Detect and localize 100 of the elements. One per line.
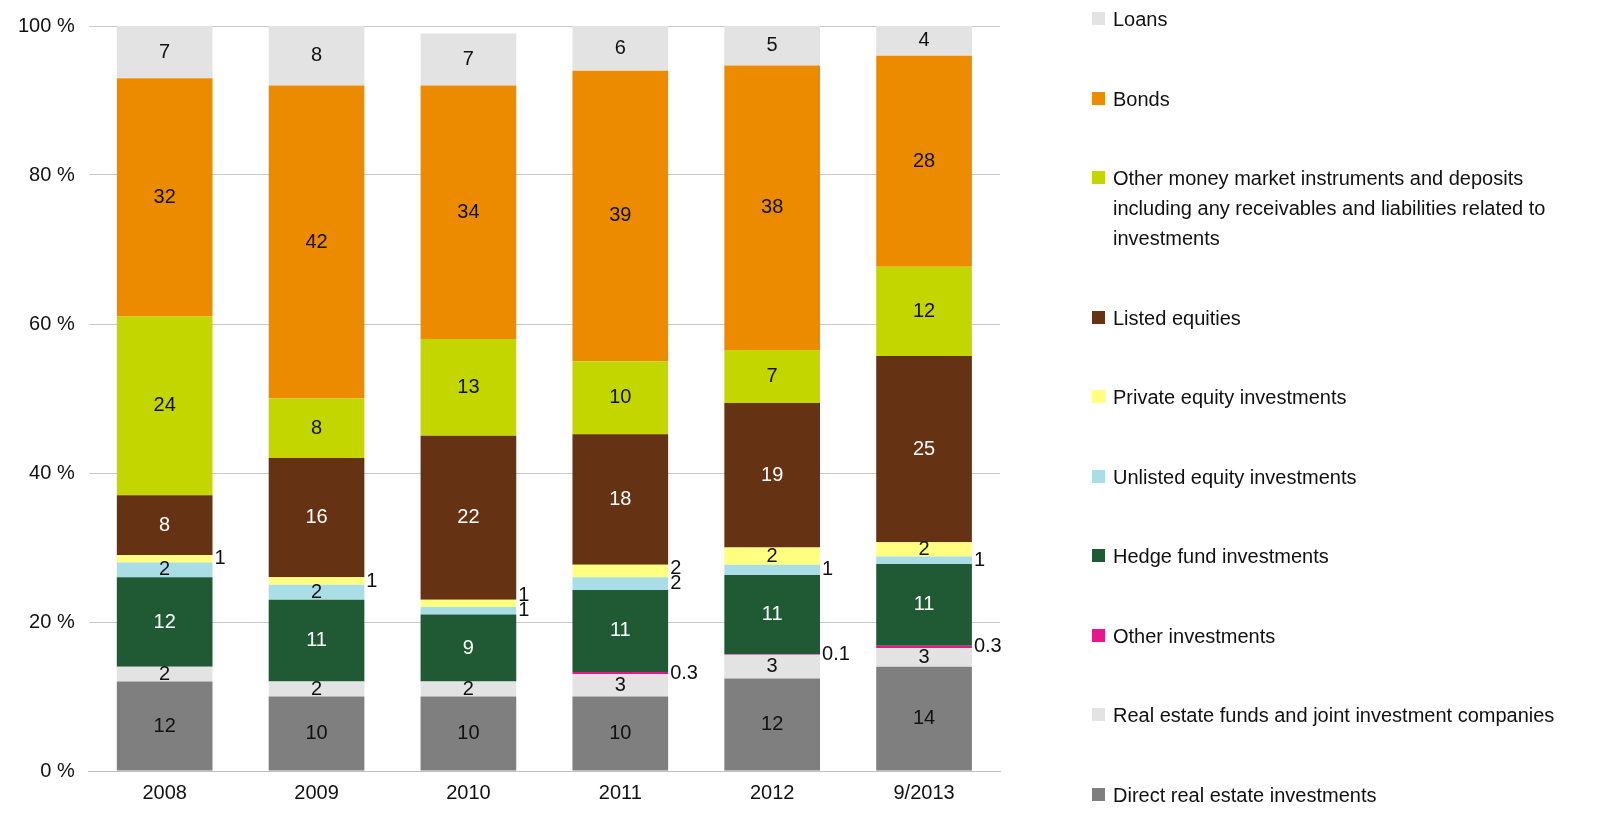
bar xyxy=(268,458,365,578)
bar xyxy=(116,681,213,771)
bar xyxy=(724,26,821,66)
x-tick-label: 2008 xyxy=(142,780,187,803)
data-label: 10 xyxy=(457,721,480,744)
data-label: 32 xyxy=(153,184,176,207)
data-label: 7 xyxy=(159,39,171,62)
bar xyxy=(420,607,517,615)
bar xyxy=(268,599,365,682)
data-label: 34 xyxy=(457,199,480,222)
bar xyxy=(724,654,821,679)
data-label: 2 xyxy=(159,557,171,580)
data-label: 11 xyxy=(306,628,327,651)
bar xyxy=(420,338,517,436)
legend-label: Private equity investments xyxy=(1113,385,1347,411)
legend-label: Unlisted equity investments xyxy=(1113,464,1357,490)
data-label: 3 xyxy=(614,672,626,695)
bar xyxy=(420,599,517,608)
x-tick-label: 9/2013 xyxy=(893,780,955,803)
bar xyxy=(876,356,972,543)
legend-label: Loans xyxy=(1113,7,1168,32)
bar xyxy=(268,85,365,399)
data-label: 14 xyxy=(912,706,936,729)
data-label: 6 xyxy=(614,35,626,58)
bar xyxy=(116,562,213,578)
bar xyxy=(724,678,821,771)
legend-label: Real estate funds and joint investment companies xyxy=(1113,703,1555,729)
data-label: 10 xyxy=(609,721,632,744)
data-label: 25 xyxy=(912,436,936,459)
bar xyxy=(724,350,821,403)
bar xyxy=(572,589,669,672)
bar xyxy=(420,435,517,600)
bar xyxy=(116,495,213,555)
bar xyxy=(876,55,972,267)
legend-label: Hedge fund investments xyxy=(1113,544,1329,570)
legend-label: Other investments xyxy=(1113,623,1276,649)
bar xyxy=(268,26,365,86)
data-label: 11 xyxy=(913,592,935,615)
data-label: 1 xyxy=(366,568,378,591)
bar xyxy=(268,681,365,697)
bar xyxy=(724,402,821,548)
bar xyxy=(724,65,821,351)
bar xyxy=(116,78,213,317)
data-label: 39 xyxy=(609,203,632,226)
bar xyxy=(876,563,972,646)
bar xyxy=(876,266,972,357)
bar xyxy=(876,645,972,649)
y-tick-label: 20 % xyxy=(29,609,75,632)
data-label: 22 xyxy=(457,505,480,528)
data-label: 10 xyxy=(609,385,632,408)
bar xyxy=(420,33,517,86)
bar xyxy=(876,556,972,564)
bar xyxy=(876,26,972,56)
y-tick-label: 80 % xyxy=(29,162,75,185)
y-tick-label: 0 % xyxy=(40,758,75,781)
bar xyxy=(420,85,517,339)
legend-label: Direct real estate investments xyxy=(1113,782,1377,808)
data-label: 5 xyxy=(766,33,778,56)
y-tick-label: 40 % xyxy=(29,460,75,483)
bar xyxy=(268,584,365,600)
data-label: 13 xyxy=(457,374,480,397)
bar xyxy=(572,696,669,771)
bar xyxy=(572,577,669,590)
x-tick-label: 2009 xyxy=(294,780,339,803)
bar xyxy=(876,542,972,557)
data-label: 2 xyxy=(918,536,930,559)
data-label: 1 xyxy=(973,547,986,570)
bar xyxy=(268,696,365,771)
data-label: 2 xyxy=(310,676,323,699)
data-label: 11 xyxy=(761,602,783,625)
data-label: 4 xyxy=(918,28,930,51)
data-label: 12 xyxy=(912,298,936,321)
data-label: 3 xyxy=(766,654,778,677)
legend-label: Other money market instruments and deposits including any receivables and liabilities related to investments xyxy=(1113,166,1547,252)
bar xyxy=(572,70,669,362)
bar xyxy=(876,648,972,667)
data-label: 10 xyxy=(305,721,328,744)
x-tick-label: 2011 xyxy=(598,780,642,803)
data-label: 16 xyxy=(305,505,328,528)
bar xyxy=(420,614,517,682)
bar xyxy=(572,674,669,697)
data-label: 2 xyxy=(159,661,171,684)
data-label: 38 xyxy=(761,195,784,218)
bar xyxy=(572,564,669,578)
data-label: 7 xyxy=(462,47,474,70)
data-label: 28 xyxy=(912,148,936,171)
data-label: 12 xyxy=(761,712,784,735)
x-tick-label: 2010 xyxy=(446,780,491,803)
data-label: 24 xyxy=(153,393,176,416)
bar xyxy=(420,681,517,697)
data-label: 2 xyxy=(310,579,323,602)
legend-label: Bonds xyxy=(1113,86,1170,112)
bar xyxy=(116,26,213,79)
data-label: 12 xyxy=(153,713,176,736)
x-tick-label: 2012 xyxy=(749,780,795,803)
data-label: 8 xyxy=(159,512,171,535)
data-label: 19 xyxy=(761,462,784,485)
data-label: 8 xyxy=(310,43,323,66)
bar xyxy=(116,316,213,496)
bar xyxy=(116,554,213,563)
